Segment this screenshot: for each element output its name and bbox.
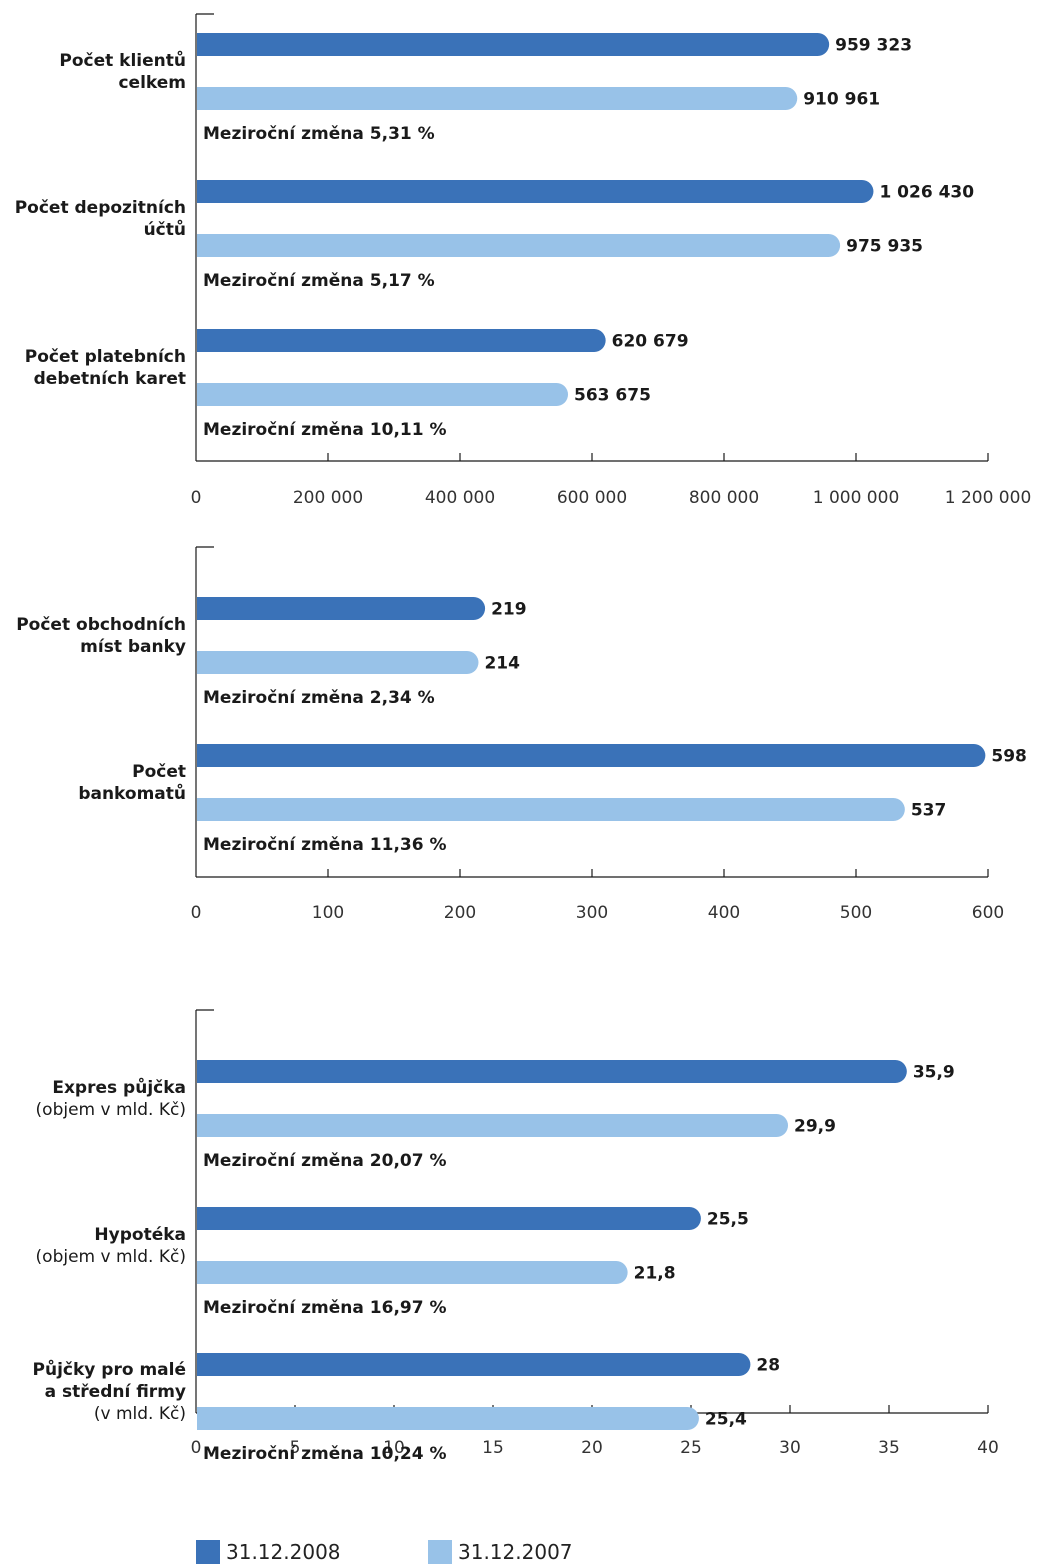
chart-2-bar-2008 [197, 1207, 701, 1230]
chart-2-tick-label: 10 [383, 1438, 405, 1458]
chart-0-value-label-2008: 959 323 [835, 36, 912, 56]
chart-0-value-label-2008: 620 679 [612, 332, 689, 352]
chart-1-tick-label: 400 [708, 903, 740, 923]
chart-0-value-label-2007: 563 675 [574, 386, 651, 406]
chart-2-value-label-2008: 35,9 [913, 1063, 955, 1083]
chart-2-tick-label: 15 [482, 1438, 504, 1458]
chart-2-tick-label: 25 [680, 1438, 702, 1458]
chart-0-bar-2008 [197, 329, 606, 352]
chart-0-tick-label: 800 000 [689, 488, 759, 508]
chart-1-value-label-2008: 219 [491, 600, 526, 620]
chart-1-tick-label: 0 [191, 903, 202, 923]
legend-swatch-2007 [428, 1540, 452, 1564]
chart-2-value-label-2008: 28 [756, 1356, 780, 1376]
legend-swatch-2008 [196, 1540, 220, 1564]
chart-0-category-label: Počet klientů [59, 49, 186, 71]
chart-2-value-label-2008: 25,5 [707, 1210, 749, 1230]
chart-1-category-label: Počet obchodních [16, 615, 186, 635]
chart-0-change-annotation: Meziroční změna 5,31 % [203, 124, 435, 144]
chart-1-value-label-2008: 598 [991, 747, 1027, 767]
chart-1-category-label: míst banky [80, 637, 186, 657]
chart-0-bar-2008 [197, 180, 874, 203]
chart-0-tick-label: 0 [191, 488, 202, 508]
chart-2-value-label-2007: 25,4 [705, 1410, 747, 1430]
chart-2-bar-2007 [197, 1407, 699, 1430]
chart-0-change-annotation: Meziroční změna 10,11 % [203, 420, 447, 440]
chart-0-category-label: Počet platebních [25, 347, 186, 367]
chart-2-value-label-2007: 29,9 [794, 1117, 836, 1137]
chart-1-bar-2008 [197, 744, 986, 767]
chart-0-bar-2008 [197, 33, 830, 56]
chart-2-tick-label: 30 [779, 1438, 801, 1458]
chart-1-change-annotation: Meziroční změna 11,36 % [203, 835, 447, 855]
legend-label-2008: 31.12.2008 [226, 1540, 341, 1564]
chart-0-value-label-2008: 1 026 430 [879, 183, 974, 203]
chart-2-bar-2008 [197, 1353, 751, 1376]
chart-0-tick-label: 1 200 000 [945, 488, 1032, 508]
chart-0-bar-2007 [197, 87, 798, 110]
chart-1-tick-label: 100 [312, 903, 344, 923]
chart-1-category-label: bankomatů [78, 782, 186, 804]
chart-2-category-label: Expres půjčka [52, 1076, 186, 1098]
chart-2-bar-2007 [197, 1114, 789, 1137]
chart-1-bar-2007 [197, 798, 905, 821]
chart-0-category-label: účtů [144, 218, 186, 240]
chart-2-tick-label: 20 [581, 1438, 603, 1458]
legend-item-2007: 31.12.2007 [428, 1540, 573, 1564]
chart-1-change-annotation: Meziroční změna 2,34 % [203, 688, 435, 708]
chart-0-tick-label: 200 000 [293, 488, 363, 508]
chart-2-tick-label: 0 [191, 1438, 202, 1458]
chart-1-value-label-2007: 214 [484, 654, 520, 674]
chart-1-tick-label: 300 [576, 903, 608, 923]
chart-0-value-label-2007: 975 935 [846, 237, 923, 257]
chart-2-value-label-2007: 21,8 [634, 1264, 676, 1284]
chart-0-tick-label: 1 000 000 [813, 488, 900, 508]
chart-0-tick-label: 400 000 [425, 488, 495, 508]
chart-0-tick-label: 600 000 [557, 488, 627, 508]
legend: 31.12.2008 31.12.2007 [0, 1540, 1037, 1564]
chart-2-bar-2007 [197, 1261, 628, 1284]
chart-2-change-annotation: Meziroční změna 16,97 % [203, 1298, 447, 1318]
chart-1-tick-label: 200 [444, 903, 476, 923]
chart-2-change-annotation: Meziroční změna 10,24 % [203, 1444, 447, 1464]
chart-1-category-label: Počet [132, 762, 186, 782]
chart-0-bar-2007 [197, 234, 841, 257]
chart-2-category-label: (objem v mld. Kč) [36, 1247, 186, 1267]
chart-2-change-annotation: Meziroční změna 20,07 % [203, 1151, 447, 1171]
chart-1-value-label-2007: 537 [911, 801, 947, 821]
legend-item-2008: 31.12.2008 [196, 1540, 341, 1564]
chart-2-category-label: (objem v mld. Kč) [36, 1100, 186, 1120]
chart-0-category-label: debetních karet [34, 369, 186, 389]
chart-2-tick-label: 40 [977, 1438, 999, 1458]
chart-0-change-annotation: Meziroční změna 5,17 % [203, 271, 435, 291]
chart-2-category-label: Půjčky pro malé [33, 1358, 186, 1380]
chart-2-category-label: Hypotéka [94, 1225, 186, 1245]
chart-2-category-label: a střední firmy [45, 1382, 186, 1402]
chart-2-category-label: (v mld. Kč) [94, 1404, 186, 1424]
chart-1-tick-label: 600 [972, 903, 1004, 923]
chart-2-tick-label: 35 [878, 1438, 900, 1458]
chart-2-tick-label: 5 [290, 1438, 301, 1458]
chart-0-bar-2007 [197, 383, 569, 406]
chart-1-bar-2007 [197, 651, 479, 674]
chart-2-bar-2008 [197, 1060, 907, 1083]
chart-0-category-label: Počet depozitních [15, 198, 186, 218]
chart-0-value-label-2007: 910 961 [803, 90, 880, 110]
chart-0-category-label: celkem [118, 73, 186, 93]
legend-label-2007: 31.12.2007 [458, 1540, 573, 1564]
chart-1-bar-2008 [197, 597, 486, 620]
chart-1-tick-label: 500 [840, 903, 872, 923]
